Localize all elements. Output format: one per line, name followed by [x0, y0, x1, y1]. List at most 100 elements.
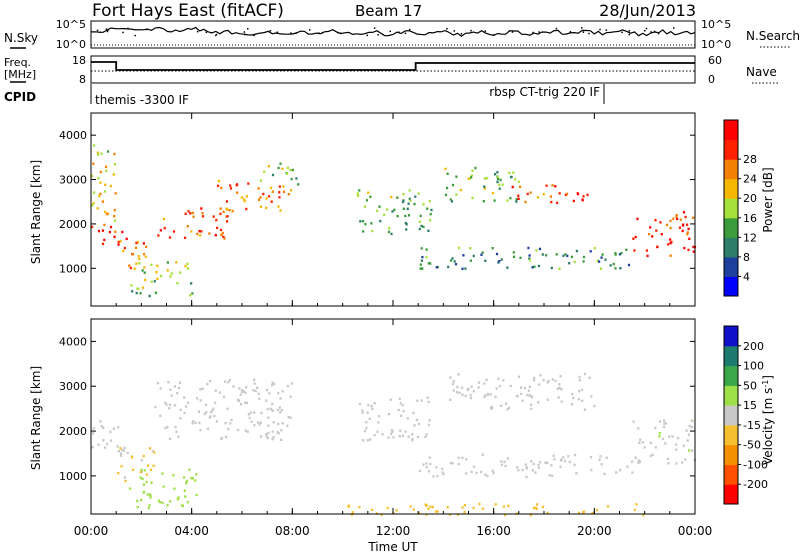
echo-cell [238, 387, 241, 390]
echo-cell [106, 442, 109, 446]
echo-cell [271, 383, 274, 387]
echo-cell [358, 506, 361, 509]
echo-cell [425, 248, 428, 251]
echo-cell [663, 425, 666, 429]
echo-cell [515, 198, 518, 201]
echo-cell [583, 510, 586, 513]
nsearch-dot [645, 27, 648, 30]
echo-cell [687, 227, 690, 231]
echo-cell [638, 441, 641, 445]
echo-cell [383, 213, 386, 216]
echo-cell [552, 454, 555, 457]
nsearch-dot [628, 33, 630, 36]
echo-cell [199, 399, 202, 402]
echo-cell [645, 249, 648, 252]
echo-cell [500, 463, 503, 467]
echo-cell [472, 465, 475, 468]
echo-cell [533, 265, 536, 268]
echo-cell [578, 511, 581, 515]
echo-cell [166, 504, 169, 507]
echo-cell [229, 184, 232, 187]
echo-cell [509, 197, 512, 200]
echo-cell [486, 176, 489, 180]
nsearch-dot [588, 32, 590, 35]
echo-cell [287, 416, 290, 419]
echo-cell [559, 459, 562, 462]
echo-cell [414, 195, 417, 198]
echo-cell [654, 426, 657, 430]
echo-cell [506, 266, 509, 269]
echo-cell [156, 264, 159, 267]
echo-cell [96, 151, 100, 154]
echo-cell [91, 225, 94, 229]
echo-cell [358, 189, 361, 192]
echo-cell [562, 254, 565, 257]
echo-cell [676, 217, 679, 221]
echo-cell [449, 376, 452, 379]
echo-cell [290, 189, 293, 192]
echo-cell [123, 246, 126, 250]
echo-cell [456, 513, 460, 516]
echo-cell [497, 377, 500, 381]
echo-cell [478, 502, 481, 506]
echo-cell [181, 504, 185, 508]
echo-cell [108, 230, 111, 234]
echo-cell [517, 197, 520, 200]
echo-cell [245, 195, 248, 198]
echo-cell [401, 403, 404, 407]
echo-cell [559, 465, 562, 468]
colorbar-swatch [724, 159, 738, 180]
echo-cell [257, 421, 260, 424]
echo-cell [280, 408, 283, 412]
echo-cell [390, 432, 393, 435]
echo-cell [244, 429, 247, 432]
echo-cell [502, 379, 505, 382]
echo-cell [506, 199, 509, 202]
echo-cell [237, 398, 240, 402]
colorbar-tick-label: 28 [743, 153, 757, 166]
echo-cell [92, 427, 95, 430]
echo-cell [614, 253, 617, 256]
echo-cell [548, 474, 551, 477]
echo-cell [545, 254, 548, 257]
echo-cell [471, 196, 474, 200]
echo-cell [496, 177, 500, 181]
echo-cell [517, 375, 521, 378]
echo-cell [550, 200, 553, 204]
echo-cell [422, 225, 425, 229]
nsearch-dot [508, 30, 511, 32]
echo-cell [413, 424, 416, 427]
echo-cell [424, 503, 427, 506]
echo-cell [515, 200, 518, 203]
echo-cell [435, 466, 438, 469]
echo-cell [504, 464, 507, 468]
colorbar-swatch [724, 217, 738, 238]
echo-cell [449, 198, 452, 201]
echo-cell [228, 209, 231, 212]
echo-cell [678, 226, 681, 229]
echo-cell [486, 474, 489, 478]
echo-cell [186, 225, 189, 228]
echo-cell [553, 458, 556, 461]
echo-cell [483, 187, 486, 190]
colorbar-swatch [724, 444, 738, 465]
echo-cell [648, 232, 651, 236]
velocity-panel: 1000 2000 3000 4000 Slant Range [km] 200 100… [29, 318, 775, 517]
echo-cell [132, 468, 135, 471]
echo-cell [149, 447, 152, 450]
echo-cell [637, 427, 640, 430]
echo-cell [266, 407, 269, 411]
echo-cell [205, 411, 208, 414]
echo-cell [159, 274, 163, 278]
echo-cell [649, 226, 652, 229]
colorbar-swatch [724, 385, 738, 406]
echo-cell [404, 221, 407, 225]
echo-cell [223, 237, 226, 240]
echo-cell [152, 464, 155, 467]
echo-cell [546, 511, 549, 515]
echo-cell [428, 200, 431, 203]
echo-cell [170, 272, 173, 275]
echo-cell [575, 249, 578, 253]
echo-cell [102, 439, 105, 442]
velocity-plot-area [91, 319, 695, 514]
